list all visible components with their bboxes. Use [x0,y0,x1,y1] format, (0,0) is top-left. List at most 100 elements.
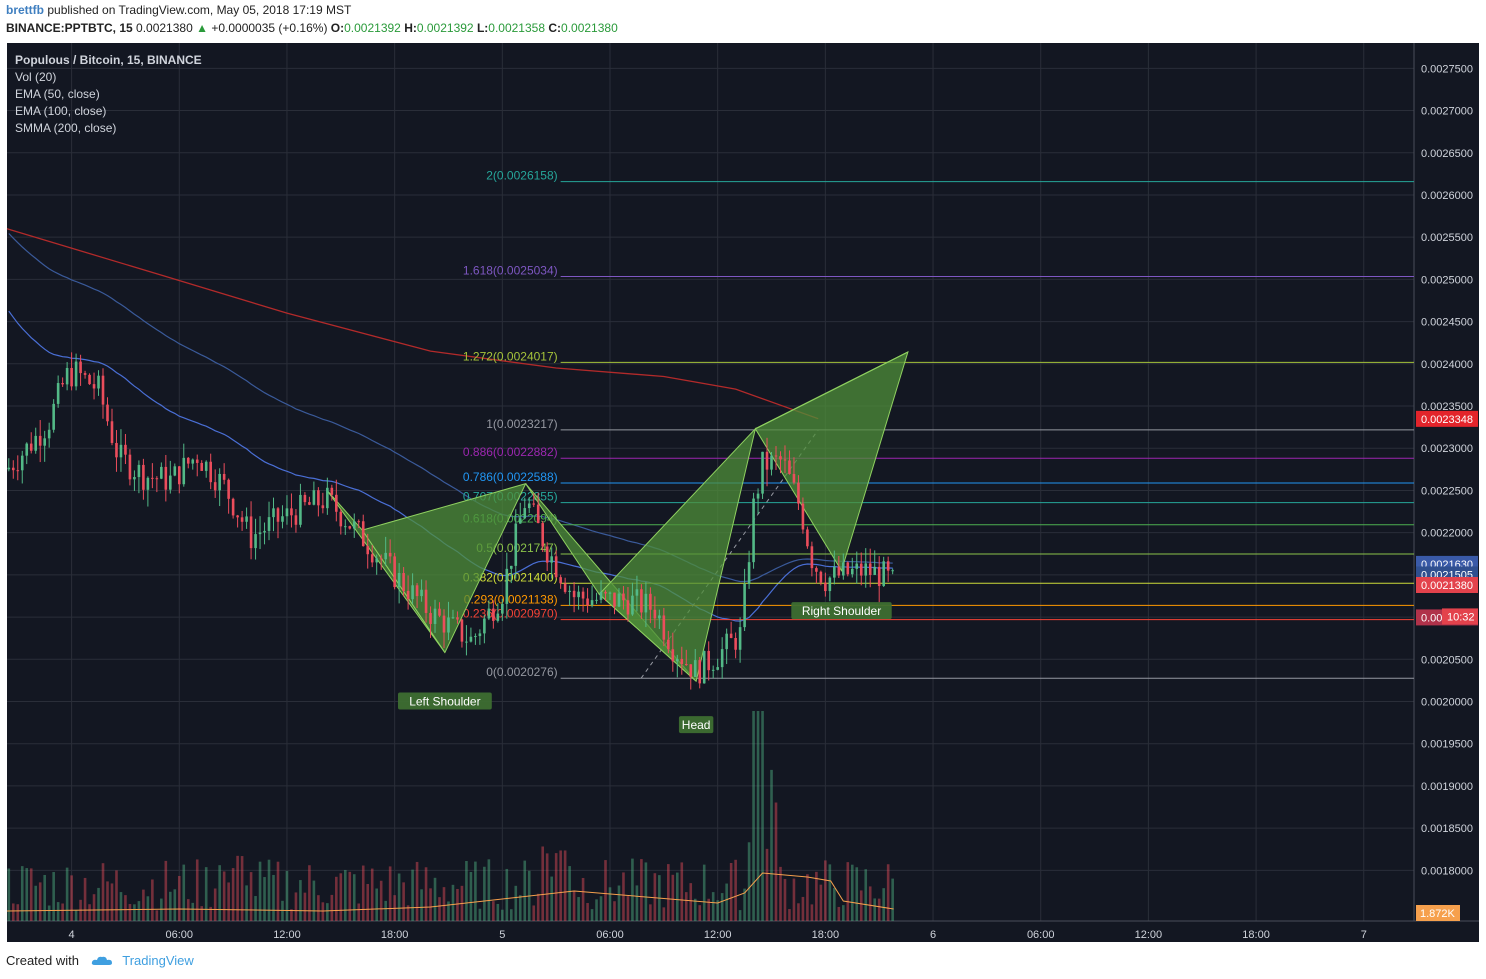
candle-body [52,403,55,430]
y-tick-label: 0.0025500 [1421,232,1473,244]
fib-level-label: 0.886(0.0022882) [463,445,558,459]
candle-body [20,455,24,471]
volume-bar [788,909,791,921]
volume-bar [806,874,809,921]
volume-bar [65,867,69,921]
candle-body [622,593,625,601]
pattern-annotation-box [678,716,714,734]
volume-bar [357,903,361,921]
legend-ema100[interactable]: EMA (100, close) [15,104,107,118]
legend-ema50[interactable]: EMA (50, close) [15,87,100,101]
volume-bar [177,875,181,921]
candle-body [474,636,477,638]
volume-bar [536,893,540,921]
volume-bar [693,898,697,921]
price-badge-bg [1416,410,1478,427]
y-tick-label: 0.0019000 [1421,781,1473,793]
volume-bar [11,903,15,921]
candle-body [586,598,589,606]
candle-body [424,589,428,613]
candle-body [267,517,271,531]
volume-bar [518,895,522,921]
volume-bar [725,883,728,921]
candle-body [160,466,163,479]
candle-body [658,615,661,619]
y-tick-label: 0.0020000 [1421,697,1473,709]
pattern-triangle [598,427,757,683]
volume-bar [218,865,221,921]
volume-bar [343,869,347,921]
symbol-label: BINANCE:PPTBTC, 15 [6,21,133,35]
volume-bar [231,868,235,921]
volume-bar [115,870,118,921]
candle-body [411,585,414,600]
y-tick-label: 0.0023000 [1421,443,1473,455]
legend-title[interactable]: Populous / Bitcoin, 15, BINANCE [15,53,202,67]
candle-body [518,518,522,524]
candle-body [370,554,374,563]
volume-bar [397,873,401,921]
volume-bar [765,848,769,921]
candle-body [191,459,195,464]
candle-body [792,473,796,483]
volume-bar [433,877,437,921]
y-tick-label: 0.0020500 [1421,654,1473,666]
volume-bar [124,895,127,921]
price-badge-label: 0.00 [1421,612,1442,624]
high-value: 0.0021392 [416,21,474,35]
candle-body [308,502,311,505]
volume-bar [447,901,450,921]
volume-bar [438,897,441,921]
candle-body [747,562,751,584]
legend-smma200[interactable]: SMMA (200, close) [15,121,117,135]
y-tick-label: 0.0026000 [1421,190,1473,202]
volume-bar [236,855,239,921]
volume-bar [828,864,832,921]
candle-body [707,650,711,671]
legend-volume[interactable]: Vol (20) [15,70,57,84]
candle-body [151,477,154,479]
volume-bar [222,871,226,921]
volume-bar [698,905,702,921]
y-tick-label: 0.0022500 [1421,485,1473,497]
candle-body [294,515,298,525]
candle-body [442,615,446,633]
volume-bar [711,892,715,921]
candle-body [456,617,459,620]
volume-bar [716,900,719,921]
author-link[interactable]: brettfb [6,3,44,17]
candle-body [801,503,805,530]
candle-body [653,609,657,619]
candle-body [366,546,370,555]
volume-bar [837,906,841,921]
candle-body [227,479,230,499]
candle-body [761,451,764,494]
close-value: 0.0021380 [561,21,618,35]
volume-bar [563,850,567,921]
candle-body [810,546,814,569]
candle-body [864,563,868,576]
candle-body [92,384,96,389]
candle-body [281,516,284,522]
volume-bar [653,873,657,921]
candle-body [209,461,212,483]
volume-bar [263,877,266,921]
y-tick-label: 0.0025000 [1421,274,1473,286]
tradingview-link[interactable]: TradingView [122,953,194,968]
volume-bar [689,883,693,921]
volume-bar [626,896,630,921]
candle-body [859,563,863,576]
candle-body [752,498,755,563]
candle-body [119,444,123,458]
candle-body [393,556,396,588]
volume-bar [415,861,419,921]
volume-bar [200,906,204,921]
candle-body [343,526,347,528]
candle-body [738,627,742,650]
volume-bar [361,865,365,921]
volume-bar [52,872,55,921]
candle-body [83,373,87,375]
candle-body [379,558,383,560]
candle-body [806,529,809,547]
